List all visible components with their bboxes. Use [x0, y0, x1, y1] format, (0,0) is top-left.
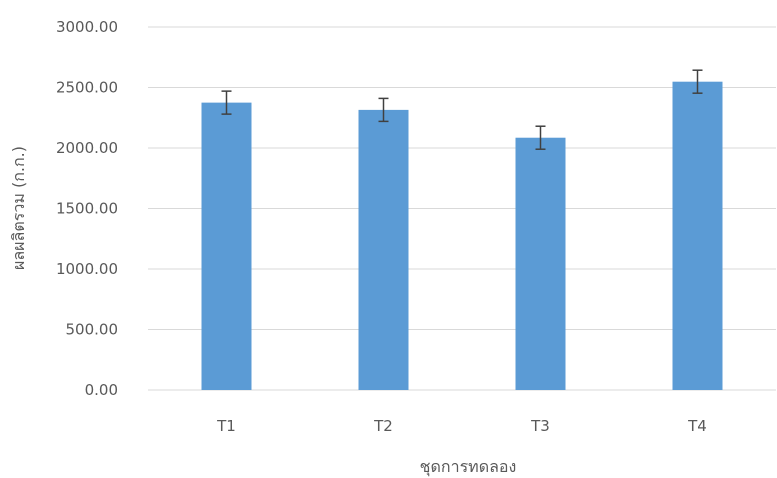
- x-axis-title: ชุดการทดลอง: [420, 457, 517, 477]
- y-tick-label: 0.00: [85, 381, 118, 399]
- x-tick-label: T4: [687, 417, 707, 435]
- x-tick-label: T1: [216, 417, 236, 435]
- y-tick-label: 3000.00: [56, 18, 118, 36]
- y-tick-label: 2000.00: [56, 139, 118, 157]
- y-tick-label: 1000.00: [56, 260, 118, 278]
- error-bars: [221, 69, 703, 150]
- y-tick-label: 2500.00: [56, 79, 118, 97]
- y-tick-label: 500.00: [66, 321, 119, 339]
- x-axis-ticks: T1 T2 T3 T4: [216, 417, 707, 435]
- bar-t3: [515, 137, 566, 390]
- x-tick-label: T2: [373, 417, 393, 435]
- bars: [201, 81, 723, 390]
- error-bar-t2: [378, 97, 389, 123]
- error-bar-t3: [535, 125, 546, 150]
- error-bar-t1: [221, 90, 232, 115]
- error-bar-t4: [692, 69, 703, 94]
- x-tick-label: T3: [530, 417, 550, 435]
- bar-t4: [672, 81, 723, 390]
- y-axis-ticks: 0.00 500.00 1000.00 1500.00 2000.00 2500.00 30…: [56, 18, 118, 399]
- y-tick-label: 1500.00: [56, 200, 118, 218]
- bar-t1: [201, 102, 252, 390]
- bar-t2: [358, 109, 409, 390]
- gridlines: [148, 26, 776, 391]
- y-axis-title: ผลผลิตรวม (ก.ก.): [9, 146, 28, 270]
